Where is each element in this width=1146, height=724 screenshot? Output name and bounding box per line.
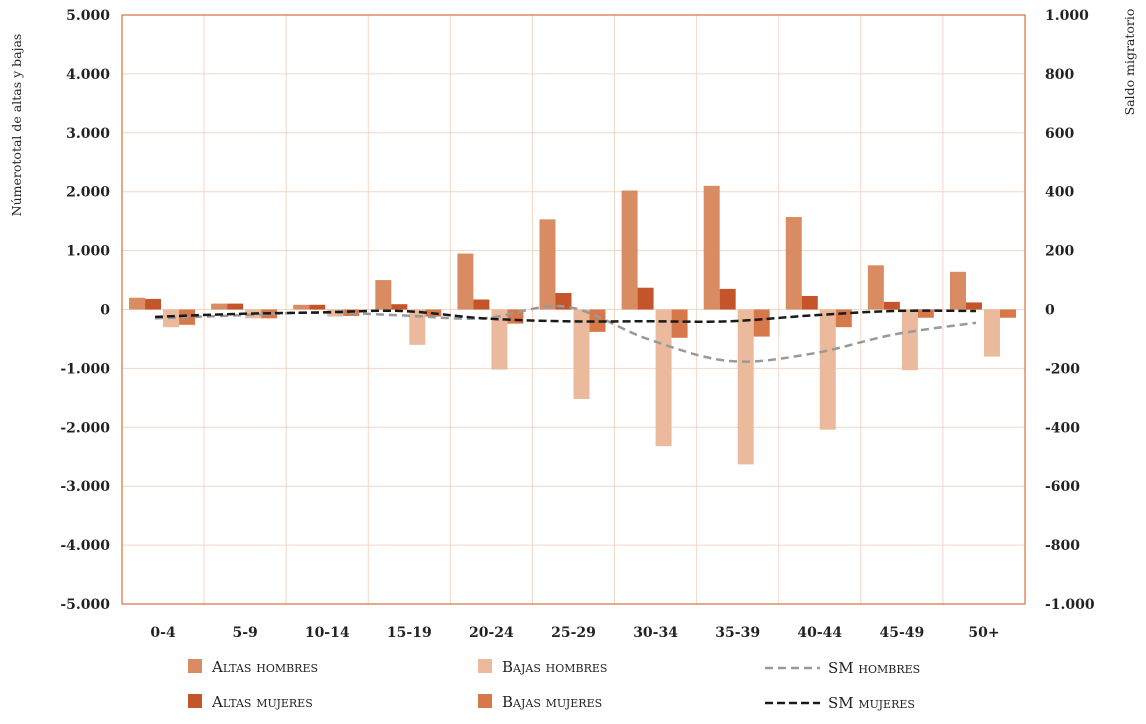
left-axis-title: Númerototal de altas y bajas <box>9 34 24 217</box>
bar-altas-mujeres <box>145 298 162 310</box>
left-tick-label: 3.000 <box>66 126 110 142</box>
plot-border <box>121 14 1026 605</box>
bar-altas-hombres <box>867 265 884 310</box>
bar-altas-hombres <box>293 304 310 310</box>
right-tick-label: 200 <box>1045 244 1074 260</box>
left-axis-ticks: 5.000 4.000 3.000 2.000 1.000 0 -1.000 -2.000 -3… <box>60 8 110 613</box>
legend: Altas hombres Bajas hombres SM hombres A… <box>188 658 920 712</box>
bars <box>129 185 1016 465</box>
x-tick-label: 25-29 <box>551 625 596 641</box>
bar-altas-hombres <box>949 271 966 310</box>
left-tick-label: 0 <box>100 303 110 319</box>
bar-bajas-hombres <box>901 309 918 371</box>
legend-label-bajas-hombres: Bajas hombres <box>502 658 607 676</box>
right-tick-label: 600 <box>1045 126 1074 142</box>
bar-altas-hombres <box>211 303 228 310</box>
bar-bajas-hombres <box>655 309 672 447</box>
bar-altas-mujeres <box>719 288 736 310</box>
bar-altas-mujeres <box>637 287 654 310</box>
x-axis-ticks: 0-4 5-9 10-14 15-19 20-24 25-29 30-34 35-39 40-4… <box>150 625 999 641</box>
bar-bajas-hombres <box>819 309 836 430</box>
legend-label-bajas-mujeres: Bajas mujeres <box>502 693 602 711</box>
plot-frame <box>121 14 1026 605</box>
bar-bajas-hombres <box>983 309 1000 357</box>
legend-swatch-bajas-mujeres <box>478 694 492 708</box>
right-tick-label: 800 <box>1045 67 1074 83</box>
bar-altas-hombres <box>785 217 802 310</box>
x-tick-label: 45-49 <box>879 625 924 641</box>
x-tick-label: 20-24 <box>469 625 514 641</box>
x-tick-label: 35-39 <box>715 625 760 641</box>
right-tick-label: -400 <box>1045 420 1080 436</box>
bar-bajas-mujeres <box>671 309 688 338</box>
bar-altas-hombres <box>129 297 146 310</box>
x-tick-label: 30-34 <box>633 625 678 641</box>
legend-swatch-bajas-hombres <box>478 659 492 673</box>
lines <box>155 304 977 363</box>
bar-altas-hombres <box>375 280 392 310</box>
bar-bajas-hombres <box>491 309 508 370</box>
legend-swatch-altas-hombres <box>188 659 202 673</box>
right-tick-label: 0 <box>1045 303 1055 319</box>
left-tick-label: -4.000 <box>60 538 110 554</box>
right-tick-label: 400 <box>1045 185 1074 201</box>
bar-altas-mujeres <box>391 304 408 310</box>
right-axis-ticks: 1.000 800 600 400 200 0 -200 -400 -600 -800 -1.000 <box>1045 8 1095 613</box>
right-tick-label: -800 <box>1045 538 1080 554</box>
line-sm-hombres <box>155 304 977 363</box>
bar-altas-hombres <box>539 219 556 310</box>
left-tick-label: -3.000 <box>60 479 110 495</box>
right-tick-label: -200 <box>1045 361 1080 377</box>
left-tick-label: -1.000 <box>60 361 110 377</box>
left-tick-label: 1.000 <box>66 244 110 260</box>
bar-bajas-mujeres <box>917 309 934 318</box>
legend-label-altas-mujeres: Altas mujeres <box>211 693 313 711</box>
right-tick-label: -600 <box>1045 479 1080 495</box>
left-tick-label: 5.000 <box>66 8 110 24</box>
bar-bajas-hombres <box>737 309 754 465</box>
right-axis-title: Saldo migratorio <box>1122 9 1137 116</box>
x-tick-label: 40-44 <box>797 625 842 641</box>
bar-altas-mujeres <box>227 303 244 310</box>
bar-altas-mujeres <box>801 295 818 310</box>
x-tick-label: 5-9 <box>232 625 257 641</box>
bar-bajas-mujeres <box>589 309 606 332</box>
bar-bajas-hombres <box>573 309 590 400</box>
right-tick-label: -1.000 <box>1045 597 1095 613</box>
legend-label-sm-hombres: SM hombres <box>828 659 920 677</box>
bar-altas-hombres <box>457 253 474 310</box>
bar-bajas-mujeres <box>753 309 770 337</box>
left-tick-label: -2.000 <box>60 420 110 436</box>
legend-label-altas-hombres: Altas hombres <box>211 658 318 676</box>
x-tick-label: 50+ <box>968 625 999 641</box>
legend-label-sm-mujeres: SM mujeres <box>828 694 915 712</box>
bar-bajas-hombres <box>409 309 426 345</box>
x-tick-label: 0-4 <box>150 625 176 641</box>
x-tick-label: 10-14 <box>305 625 350 641</box>
line-sm-mujeres <box>155 309 976 323</box>
left-tick-label: 4.000 <box>66 67 110 83</box>
x-tick-label: 15-19 <box>387 625 432 641</box>
bar-altas-mujeres <box>473 299 490 310</box>
bar-altas-hombres <box>621 190 638 310</box>
left-tick-label: -5.000 <box>60 597 110 613</box>
bar-altas-hombres <box>703 185 720 310</box>
bar-altas-mujeres <box>965 302 982 310</box>
bar-altas-mujeres <box>883 301 900 310</box>
legend-swatch-altas-mujeres <box>188 694 202 708</box>
left-tick-label: 2.000 <box>66 185 110 201</box>
right-tick-label: 1.000 <box>1045 8 1089 24</box>
bar-bajas-mujeres <box>999 309 1016 318</box>
bar-altas-mujeres <box>309 304 326 310</box>
